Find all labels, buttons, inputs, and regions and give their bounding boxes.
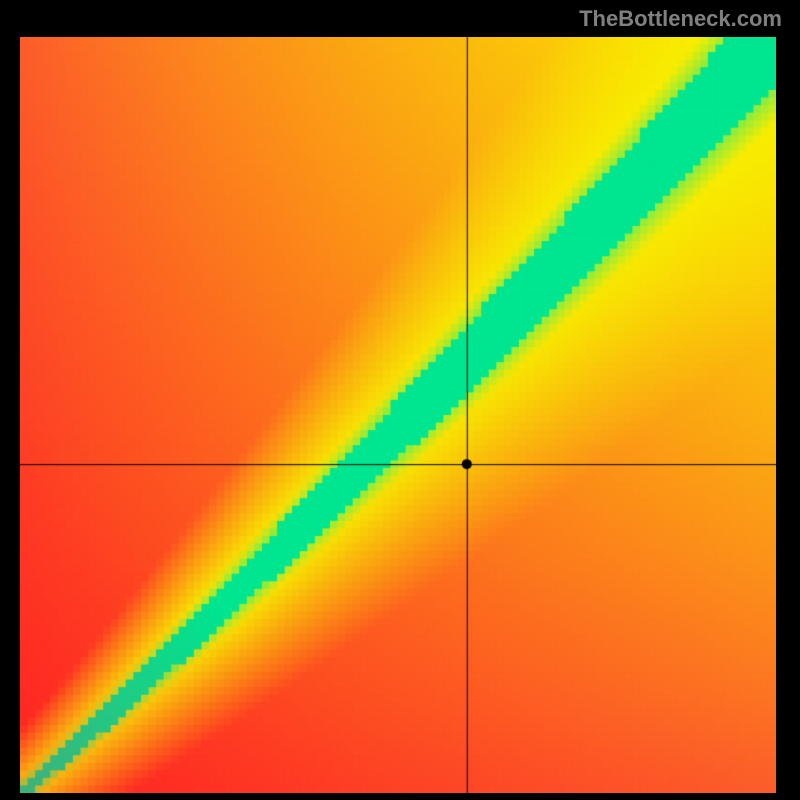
bottleneck-heatmap [20,37,776,793]
chart-container: TheBottleneck.com [0,0,800,800]
watermark-text: TheBottleneck.com [579,6,782,32]
